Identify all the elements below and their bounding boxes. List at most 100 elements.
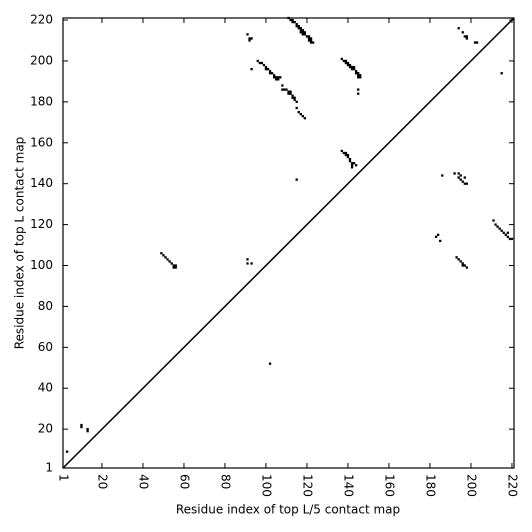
y-tick-label: 220 [30, 13, 53, 27]
contact-point [457, 172, 460, 175]
contact-point [346, 153, 350, 157]
contact-point [350, 164, 354, 167]
contact-point [160, 252, 163, 255]
contact-point [172, 264, 175, 267]
contact-point [268, 362, 272, 365]
contact-point [510, 237, 514, 241]
y-tick-label: 60 [38, 340, 53, 354]
contact-point [164, 256, 167, 259]
x-tick-label: 40 [136, 474, 150, 489]
x-tick-label: 200 [464, 474, 478, 497]
contact-point [299, 29, 302, 32]
y-tick-label: 40 [38, 381, 53, 395]
diagonal-line [62, 17, 515, 469]
contact-point [258, 61, 261, 65]
contact-point [285, 88, 288, 91]
contact-point [461, 264, 464, 267]
contact-point [463, 35, 466, 38]
contact-point [256, 59, 259, 63]
contact-point [287, 16, 290, 20]
contact-point [170, 262, 173, 265]
contact-point [295, 25, 298, 28]
contact-point [291, 94, 294, 97]
y-tick-label: 120 [30, 217, 53, 231]
contact-point [80, 423, 83, 427]
contact-point [277, 78, 280, 81]
contact-point [250, 67, 253, 71]
contact-point [455, 256, 458, 259]
contact-point [260, 61, 263, 65]
contact-point [437, 233, 440, 236]
contact-point [305, 35, 309, 38]
contact-point [299, 27, 302, 30]
contact-point [86, 430, 89, 433]
contact-point [281, 84, 284, 87]
x-axis-label: Residue index of top L/5 contact map [176, 503, 400, 517]
contact-point [348, 65, 352, 69]
contact-point [348, 63, 352, 67]
contact-point [174, 264, 177, 267]
contact-point [457, 27, 460, 30]
contact-point [348, 157, 352, 161]
contact-point [475, 41, 479, 44]
contact-point [352, 162, 356, 165]
contact-point [293, 98, 296, 101]
contact-point [465, 266, 468, 269]
contact-point [359, 74, 362, 77]
contact-point [297, 27, 300, 30]
contact-point [500, 72, 503, 75]
contact-point [350, 65, 354, 69]
contact-point [303, 33, 307, 36]
contact-point [301, 115, 304, 118]
contact-point [439, 239, 442, 243]
contact-point [246, 262, 249, 265]
contact-point [465, 35, 468, 38]
contact-point [346, 63, 350, 67]
y-tick-label: 160 [30, 135, 53, 149]
contact-point [506, 231, 509, 234]
contact-point [498, 227, 501, 230]
contact-point [303, 117, 307, 120]
contact-point [297, 110, 300, 114]
contact-point [434, 235, 438, 239]
contact-point [301, 31, 304, 34]
contact-point [293, 20, 296, 24]
contact-point [457, 258, 460, 261]
contact-point [441, 174, 444, 177]
contact-point [463, 264, 466, 267]
contact-point [301, 29, 304, 32]
y-tick-label: 1 [45, 461, 53, 475]
contact-point [463, 176, 466, 179]
contact-point [453, 172, 456, 175]
contact-point [465, 37, 468, 40]
contact-point [166, 258, 169, 261]
contact-point [268, 72, 272, 75]
contact-point [307, 37, 311, 40]
x-tick-label: 60 [177, 474, 191, 489]
contact-point [309, 39, 313, 42]
y-tick-label: 200 [30, 53, 53, 67]
contact-point [461, 31, 464, 34]
x-tick-label: 80 [218, 474, 232, 489]
contact-point [461, 262, 464, 265]
contact-point [289, 18, 292, 22]
y-tick-label: 80 [38, 299, 53, 313]
contact-point [297, 25, 300, 28]
contact-point [344, 61, 348, 65]
y-tick-label: 180 [30, 94, 53, 108]
contact-point [350, 166, 354, 169]
contact-point [287, 92, 290, 95]
y-axis-label: Residue index of top L contact map [13, 137, 27, 350]
contact-point [299, 112, 302, 116]
contact-point [348, 160, 352, 163]
contact-point [283, 88, 286, 91]
contact-point [500, 229, 503, 232]
contact-point [291, 18, 294, 22]
contact-point [291, 96, 294, 99]
x-tick-label: 180 [423, 474, 437, 497]
contact-point [268, 70, 272, 73]
contact-point [295, 22, 298, 26]
contact-point [346, 155, 350, 159]
contact-point [299, 31, 302, 34]
